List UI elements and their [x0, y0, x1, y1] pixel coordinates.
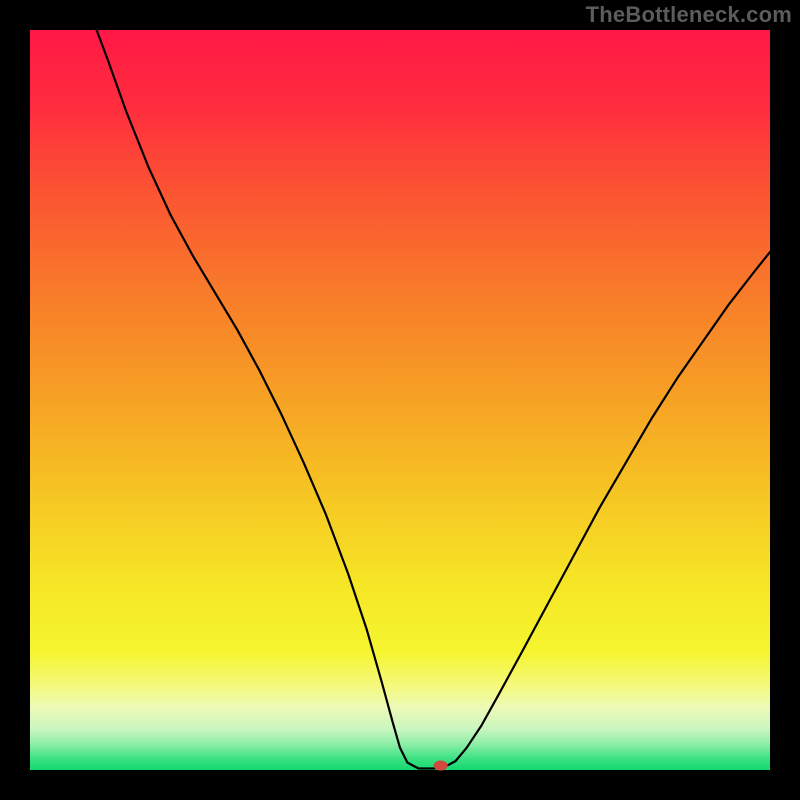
chart-container: TheBottleneck.com — [0, 0, 800, 800]
watermark-text: TheBottleneck.com — [586, 2, 792, 28]
plot-gradient — [30, 30, 770, 770]
optimum-marker — [434, 761, 448, 771]
bottleneck-chart — [0, 0, 800, 800]
